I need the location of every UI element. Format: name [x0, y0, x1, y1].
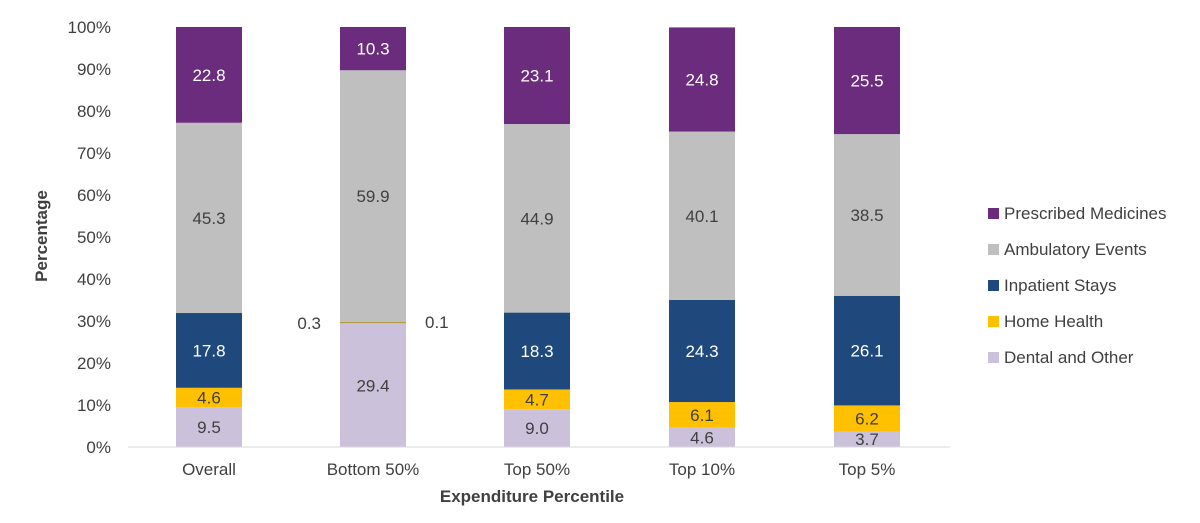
bar-segment-inpatient-stays — [834, 295, 900, 406]
legend-label-home-health: Home Health — [1004, 312, 1103, 331]
data-label-prescribed-medicines: 23.1 — [520, 67, 553, 86]
data-label-prescribed-medicines: 22.8 — [192, 66, 225, 85]
data-label-ambulatory-events: 44.9 — [520, 209, 553, 228]
legend-label-dental-and-other: Dental and Other — [1004, 348, 1134, 367]
legend: Prescribed Medicines Ambulatory Events Inp… — [988, 204, 1167, 367]
bar-segment-ambulatory-events — [669, 131, 735, 300]
data-label-dental-and-other: 3.7 — [855, 430, 879, 449]
y-tick-label: 50% — [77, 228, 111, 247]
y-tick-label: 40% — [77, 270, 111, 289]
bar-segment-prescribed-medicines — [834, 27, 900, 135]
y-tick-label: 60% — [77, 186, 111, 205]
data-label-inpatient-stays: 26.1 — [850, 342, 883, 361]
legend-swatch-inpatient-stays — [988, 280, 999, 291]
data-label-home-health: 6.1 — [690, 406, 714, 425]
bar-segment-prescribed-medicines — [504, 27, 570, 125]
data-label-inpatient-stays: 18.3 — [520, 342, 553, 361]
legend-swatch-ambulatory-events — [988, 244, 999, 255]
legend-label-inpatient-stays: Inpatient Stays — [1004, 276, 1116, 295]
data-label-inpatient-stays: 17.8 — [192, 341, 225, 360]
bar-segment-prescribed-medicines — [669, 27, 735, 132]
bar-segment-inpatient-stays — [176, 313, 242, 388]
y-tick-label: 100% — [68, 18, 111, 37]
y-tick-label: 10% — [77, 396, 111, 415]
bar-segment-inpatient-stays — [669, 300, 735, 403]
data-label-inpatient-stays: 0.1 — [425, 313, 449, 332]
bar-segment-home-health — [176, 387, 242, 408]
data-label-ambulatory-events: 40.1 — [685, 207, 718, 226]
data-label-prescribed-medicines: 24.8 — [685, 71, 718, 90]
x-tick-label: Top 10% — [669, 460, 735, 479]
bar-segment-ambulatory-events — [834, 134, 900, 296]
data-label-home-health: 4.6 — [197, 388, 221, 407]
bar-segment-home-health — [669, 402, 735, 428]
data-labels: 9.5 4.6 17.8 45.3 22.8 29.4 0.3 0.1 59.9 10.3 9.0 4… — [192, 40, 883, 450]
data-label-inpatient-stays: 24.3 — [685, 342, 718, 361]
bar-segment-ambulatory-events — [176, 122, 242, 314]
bar-segment-ambulatory-events — [340, 70, 406, 322]
legend-swatch-dental-and-other — [988, 352, 999, 363]
x-tick-label: Top 50% — [504, 460, 570, 479]
y-tick-label: 30% — [77, 312, 111, 331]
bar-segment-prescribed-medicines — [176, 27, 242, 123]
x-axis-title: Expenditure Percentile — [440, 487, 624, 506]
x-tick-label: Overall — [182, 460, 236, 479]
y-tick-label: 80% — [77, 102, 111, 121]
y-tick-label: 20% — [77, 354, 111, 373]
x-tick-label: Top 5% — [839, 460, 896, 479]
bar-segment-dental-and-other — [504, 409, 570, 447]
bar-segment-inpatient-stays — [504, 312, 570, 390]
data-label-dental-and-other: 9.5 — [197, 418, 221, 437]
bar-segment-dental-and-other — [669, 427, 735, 447]
y-tick-label: 70% — [77, 144, 111, 163]
bar-segment-home-health — [504, 389, 570, 410]
bar-segment-prescribed-medicines — [340, 27, 406, 71]
data-label-prescribed-medicines: 25.5 — [850, 72, 883, 91]
data-label-home-health: 6.2 — [855, 409, 879, 428]
data-label-dental-and-other: 9.0 — [525, 419, 549, 438]
bar-segment-dental-and-other — [834, 431, 900, 447]
bar-segment-home-health — [834, 405, 900, 432]
y-axis-tick-labels: 0% 10% 20% 30% 40% 50% 60% 70% 80% 90% 100% — [68, 18, 111, 457]
bar-segment-dental-and-other — [176, 407, 242, 447]
bar-segment-dental-and-other — [340, 323, 406, 447]
x-tick-label: Bottom 50% — [327, 460, 420, 479]
y-axis-title: Percentage — [32, 190, 51, 282]
data-label-ambulatory-events: 38.5 — [850, 206, 883, 225]
legend-swatch-home-health — [988, 316, 999, 327]
y-tick-label: 90% — [77, 60, 111, 79]
legend-label-ambulatory-events: Ambulatory Events — [1004, 240, 1147, 259]
data-label-prescribed-medicines: 10.3 — [356, 40, 389, 59]
data-label-home-health: 0.3 — [297, 314, 321, 333]
data-label-home-health: 4.7 — [525, 390, 549, 409]
data-label-dental-and-other: 4.6 — [690, 428, 714, 447]
x-axis-tick-labels: Overall Bottom 50% Top 50% Top 10% Top 5% — [182, 460, 895, 479]
bar-stacks — [176, 27, 900, 447]
legend-label-prescribed-medicines: Prescribed Medicines — [1004, 204, 1167, 223]
bar-segment-inpatient-stays — [340, 321, 406, 323]
data-label-dental-and-other: 29.4 — [356, 376, 389, 395]
bar-segment-ambulatory-events — [504, 124, 570, 313]
data-label-ambulatory-events: 45.3 — [192, 209, 225, 228]
bar-segment-home-health — [340, 322, 406, 324]
data-label-ambulatory-events: 59.9 — [356, 187, 389, 206]
legend-swatch-prescribed-medicines — [988, 208, 999, 219]
y-tick-label: 0% — [86, 438, 111, 457]
